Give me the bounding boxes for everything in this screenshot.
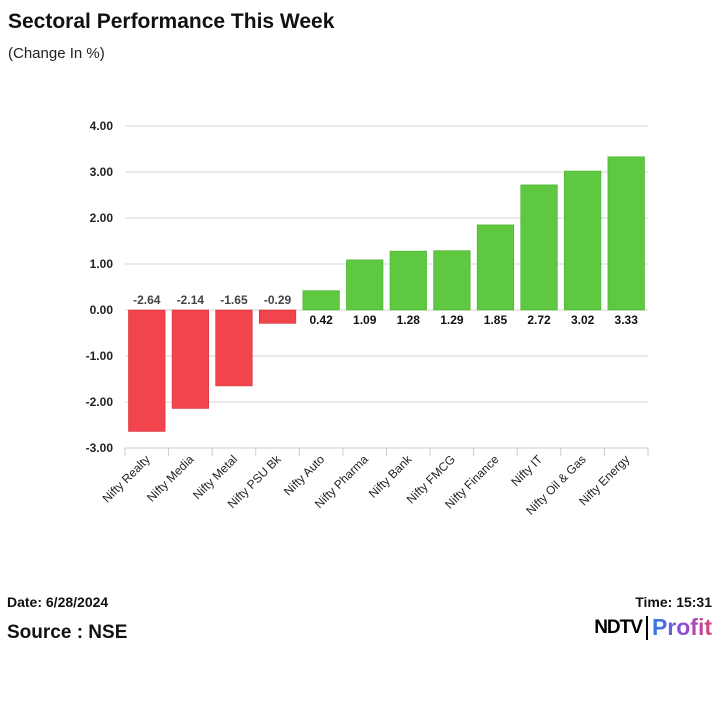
logo-divider bbox=[645, 615, 648, 640]
data-label: 2.72 bbox=[527, 313, 551, 327]
source-label: Source : NSE bbox=[7, 622, 128, 643]
bar bbox=[302, 290, 340, 311]
ndtv-profit-logo: NDTV Profit bbox=[594, 614, 712, 641]
bar bbox=[389, 250, 427, 311]
y-tick-label: 4.00 bbox=[90, 119, 114, 133]
y-tick-label: 1.00 bbox=[90, 257, 114, 271]
logo-profit: Profit bbox=[651, 614, 712, 640]
bar bbox=[215, 309, 253, 387]
data-label: 3.33 bbox=[615, 313, 639, 327]
chart-title: Sectoral Performance This Week bbox=[8, 10, 335, 33]
x-tick-label: Nifty Realty bbox=[100, 452, 153, 505]
bar bbox=[433, 250, 471, 311]
y-tick-label: -1.00 bbox=[86, 349, 114, 363]
date-label: Date: 6/28/2024 bbox=[7, 594, 109, 610]
data-label: -2.64 bbox=[133, 293, 161, 307]
y-tick-label: 2.00 bbox=[90, 211, 114, 225]
bar bbox=[346, 259, 384, 311]
bar bbox=[520, 184, 558, 311]
data-label: 0.42 bbox=[309, 313, 333, 327]
data-label: 1.09 bbox=[353, 313, 377, 327]
x-tick-label: Nifty Media bbox=[144, 452, 197, 505]
bar-chart: -3.00 -2.00 -1.00 0.00 1.00 2.00 3.00 4.00 -2.64… bbox=[86, 119, 649, 518]
time-label: Time: 15:31 bbox=[635, 594, 712, 610]
data-label: -0.29 bbox=[264, 293, 292, 307]
bar bbox=[607, 156, 645, 311]
data-label: -1.65 bbox=[220, 293, 248, 307]
bar bbox=[171, 309, 209, 409]
y-tick-label: -2.00 bbox=[86, 395, 114, 409]
data-label: 1.28 bbox=[397, 313, 421, 327]
bar bbox=[476, 224, 515, 311]
logo-ndtv: NDTV bbox=[594, 616, 643, 638]
data-label: 1.85 bbox=[484, 313, 508, 327]
y-tick-label: 0.00 bbox=[90, 303, 114, 317]
bar bbox=[258, 309, 297, 324]
data-label: 1.29 bbox=[440, 313, 464, 327]
y-tick-label: -3.00 bbox=[86, 441, 114, 455]
data-label: 3.02 bbox=[571, 313, 595, 327]
bar bbox=[128, 309, 166, 432]
chart-subtitle: (Change In %) bbox=[8, 45, 105, 62]
x-tick-label: Nifty IT bbox=[508, 452, 545, 489]
bar bbox=[564, 170, 602, 311]
data-label: -2.14 bbox=[177, 293, 205, 307]
y-tick-label: 3.00 bbox=[90, 165, 114, 179]
